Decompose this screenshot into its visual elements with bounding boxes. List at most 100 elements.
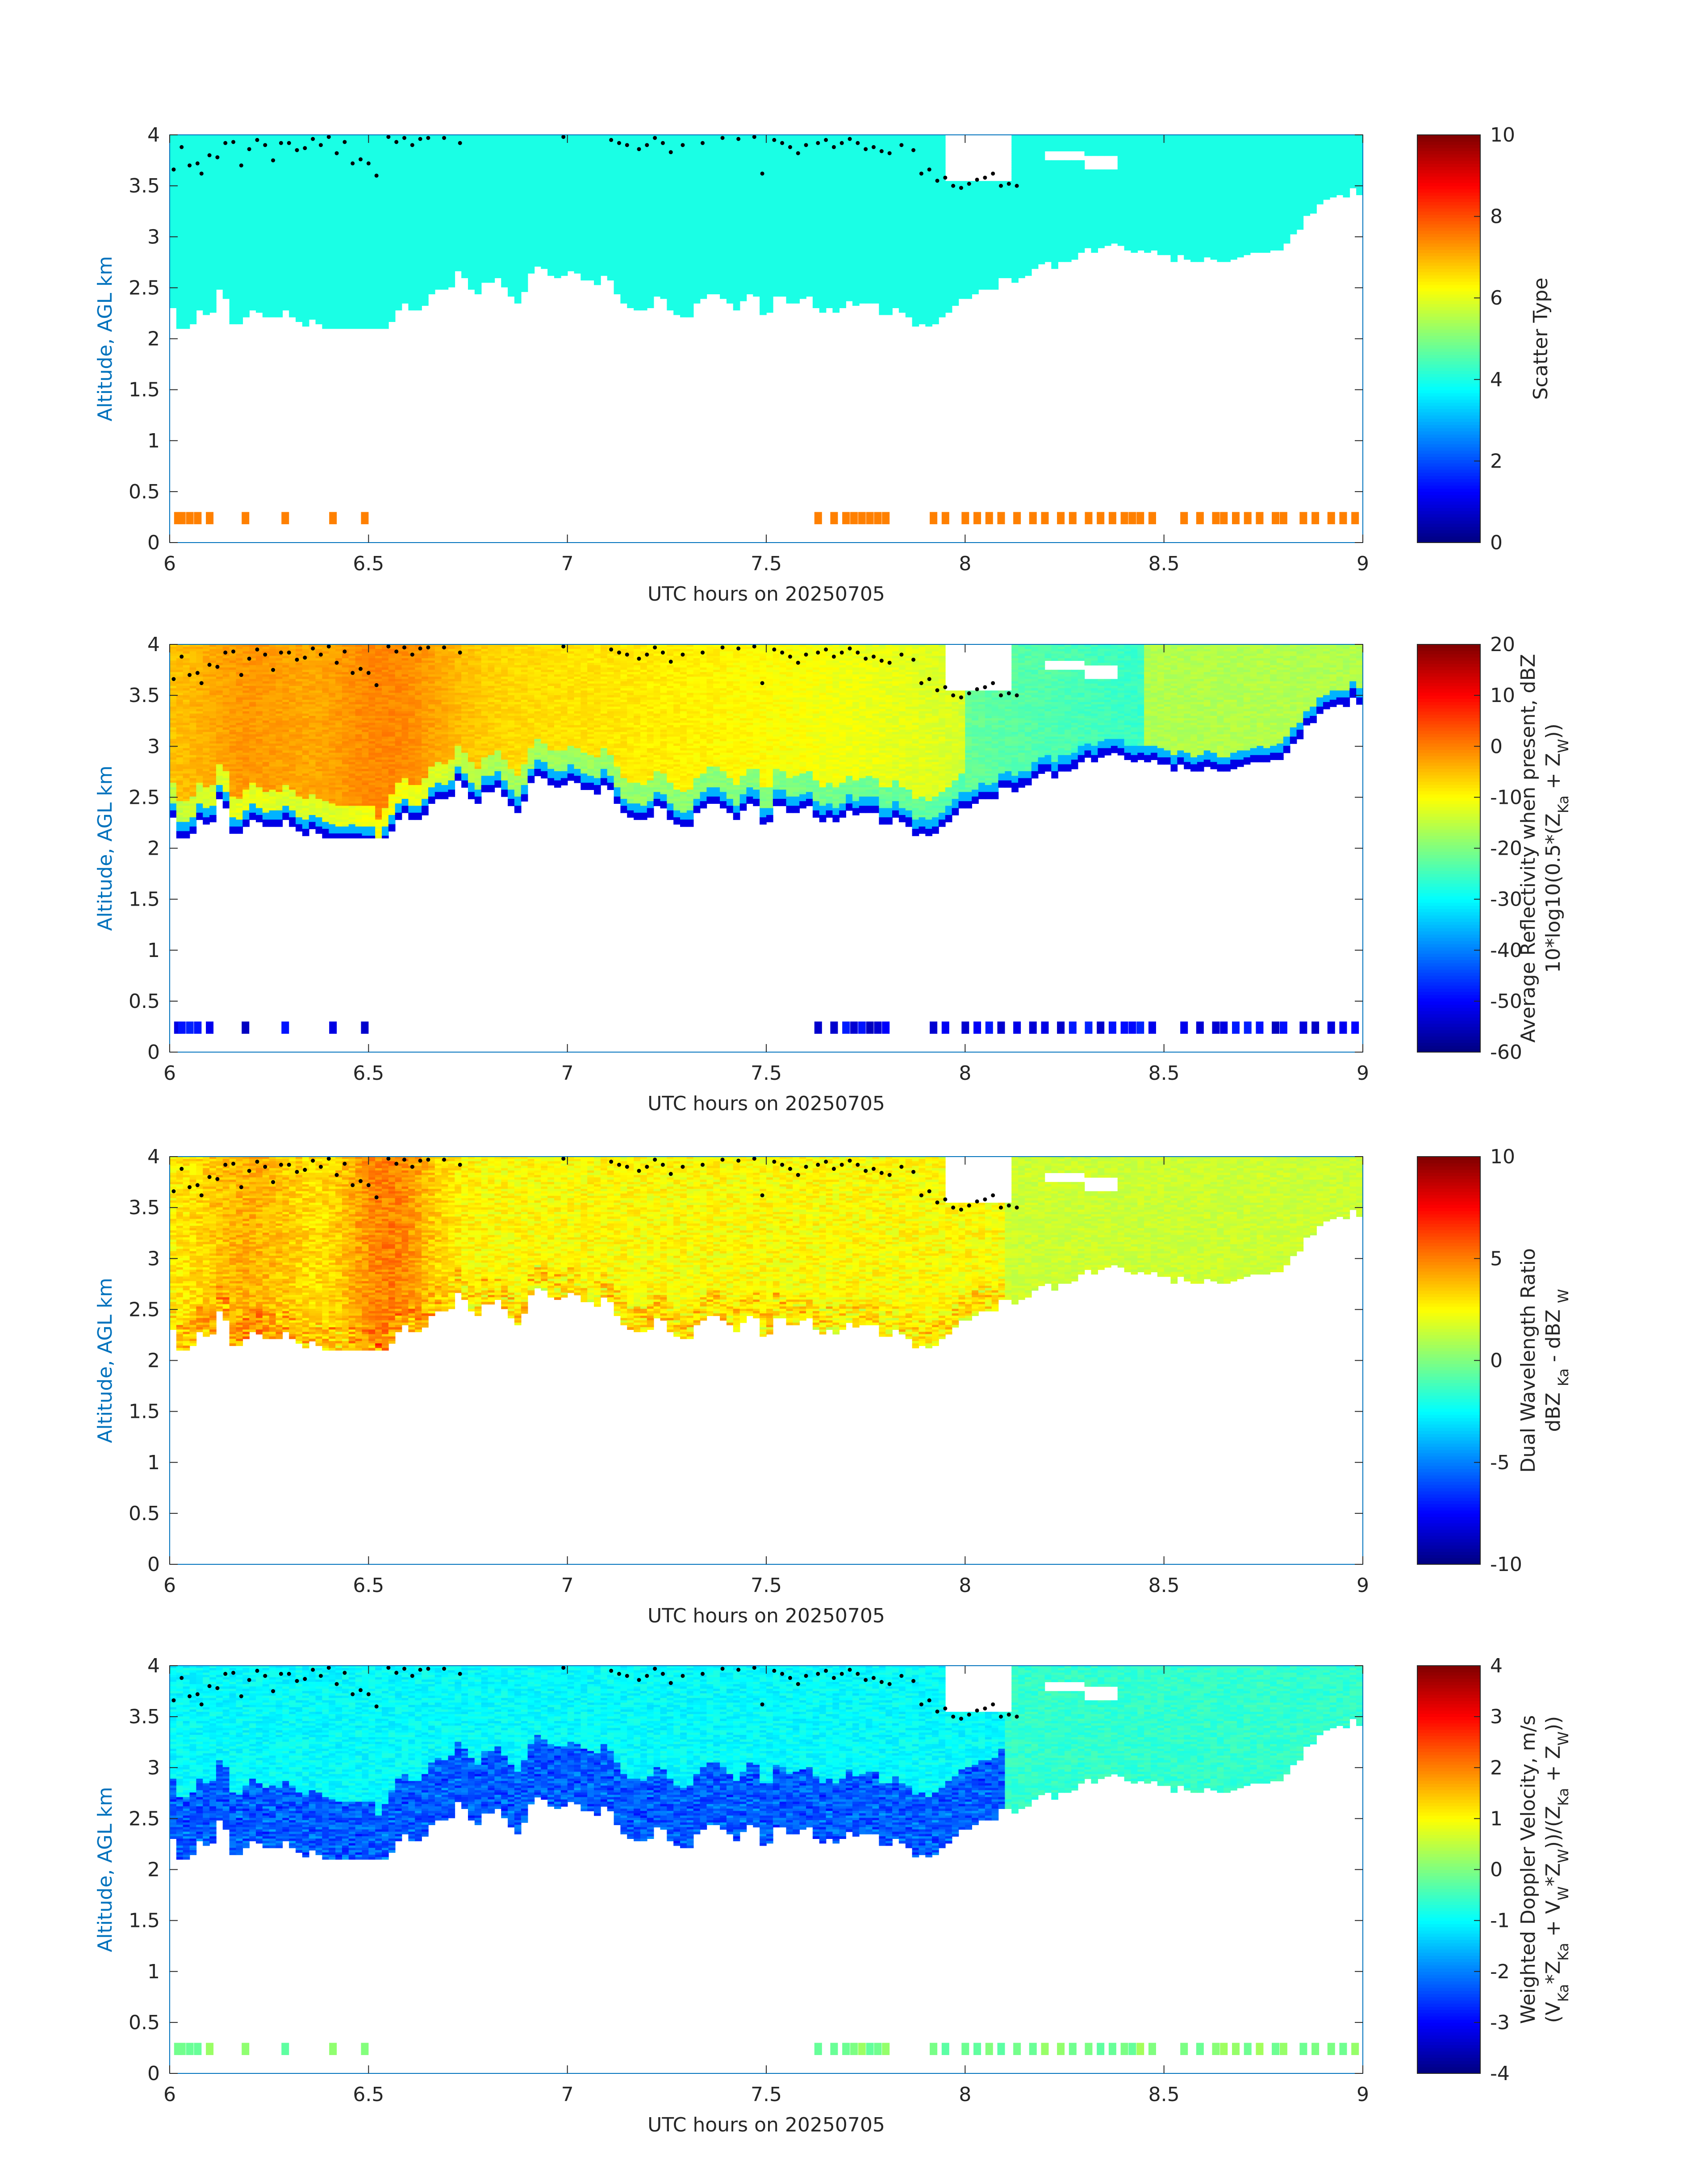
heatmap-cell [230,296,237,299]
heatmap-cell [269,315,276,318]
heatmap-cell [170,246,177,248]
heatmap-cell [209,310,217,313]
heatmap-cell [263,204,270,207]
heatmap-cell [236,206,243,209]
heatmap-cell [223,188,230,191]
heatmap-cell [196,252,203,255]
heatmap-cell [302,137,309,140]
heatmap-cell [289,181,296,184]
heatmap-cell [282,204,289,207]
heatmap-cell [269,204,276,207]
heatmap-cell [196,190,203,193]
heatmap-cell [209,188,217,191]
heatmap-cell [190,186,197,188]
heatmap-cell [236,167,243,170]
heatmap-cell [242,310,250,313]
heatmap-cell [216,186,223,188]
heatmap-cell [296,305,303,308]
heatmap-cell [289,296,296,299]
heatmap-cell [276,225,283,227]
heatmap-cell [183,230,190,232]
heatmap-cell [203,268,210,271]
heatmap-cell [183,179,190,181]
heatmap-cell [296,303,303,306]
heatmap-cell [289,165,296,167]
heatmap-cell [216,149,223,151]
heatmap-cell [183,176,190,179]
heatmap-cell [223,167,230,170]
heatmap-cell [216,264,223,267]
heatmap-cell [216,142,223,144]
heatmap-cell [249,296,256,299]
heatmap-cell [170,259,177,262]
heatmap-cell [236,241,243,243]
heatmap-cell [196,278,203,280]
heatmap-cell [196,204,203,207]
heatmap-cell [296,299,303,301]
heatmap-cell [263,257,270,260]
heatmap-cell [282,250,289,253]
heatmap-cell [203,209,210,211]
heatmap-cell [170,241,177,243]
heatmap-cell [276,137,283,140]
heatmap-cell [296,266,303,269]
heatmap-cell [296,137,303,140]
heatmap-cell [236,303,243,306]
heatmap-cell [263,188,270,191]
heatmap-cell [249,241,256,243]
heatmap-cell [249,257,256,260]
heatmap-cell [296,227,303,230]
heatmap-cell [249,303,256,306]
heatmap-cell [190,287,197,290]
heatmap-cell [282,181,289,184]
heatmap-cell [203,163,210,165]
heatmap-cell [296,211,303,213]
heatmap-cell [256,155,263,158]
heatmap-cell [263,303,270,306]
heatmap-cell [176,282,184,285]
heatmap-cell [176,271,184,274]
heatmap-cell [263,271,270,274]
heatmap-cell [230,236,237,239]
heatmap-cell [296,296,303,299]
heatmap-cell [242,292,250,294]
heatmap-cell [256,232,263,234]
heatmap-cell [223,209,230,211]
heatmap-cell [256,200,263,202]
heatmap-cell [203,313,210,315]
heatmap-cell [276,176,283,179]
heatmap-cell [176,206,184,209]
heatmap-cell [289,292,296,294]
heatmap-cell [269,310,276,313]
heatmap-cell [249,246,256,248]
heatmap-cell [236,225,243,227]
heatmap-cell [289,313,296,315]
heatmap-cell [190,197,197,200]
heatmap-cell [183,202,190,205]
heatmap-cell [242,192,250,195]
heatmap-cell [296,197,303,200]
heatmap-cell [242,179,250,181]
heatmap-cell [230,232,237,234]
heatmap-cell [183,299,190,301]
heatmap-cell [289,234,296,237]
heatmap-cell [216,218,223,221]
heatmap-cell [209,305,217,308]
heatmap-cell [236,181,243,184]
heatmap-cell [289,273,296,276]
heatmap-cell [309,158,316,161]
heatmap-cell [190,236,197,239]
heatmap-cell [256,250,263,253]
heatmap-cell [190,146,197,149]
heatmap-cell [183,238,190,241]
heatmap-cell [256,266,263,269]
heatmap-cell [242,190,250,193]
heatmap-cell [236,234,243,237]
heatmap-cell [249,264,256,267]
heatmap-cell [296,222,303,225]
heatmap-cell [296,190,303,193]
heatmap-cell [263,264,270,267]
heatmap-cell [190,259,197,262]
heatmap-cell [249,181,256,184]
heatmap-cell [282,301,289,304]
